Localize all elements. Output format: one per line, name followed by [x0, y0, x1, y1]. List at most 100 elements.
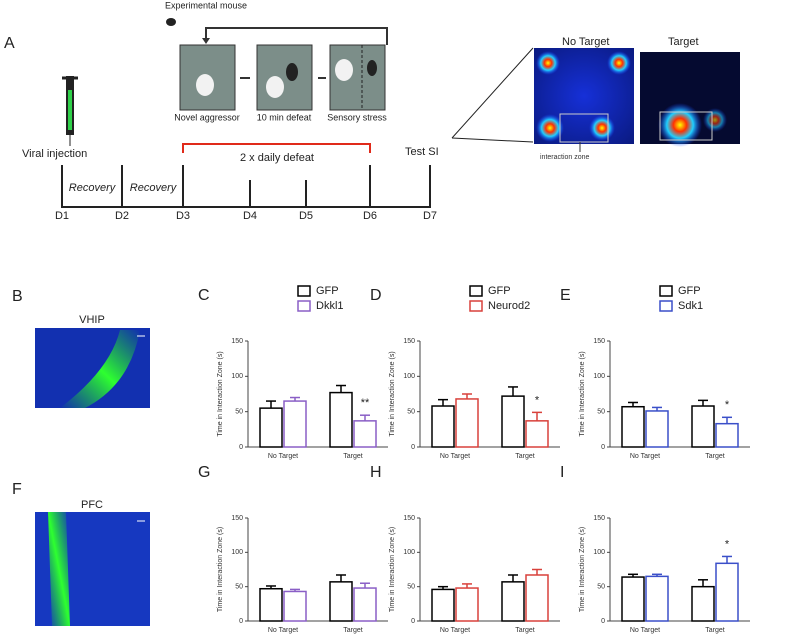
x-tick-label: Target [343, 453, 363, 460]
x-tick-label: No Target [268, 627, 298, 634]
bar [621, 576, 645, 622]
day-label: D4 [243, 210, 257, 222]
bar [455, 587, 479, 622]
y-tick-label: 150 [403, 515, 415, 522]
heat-spot [536, 114, 564, 142]
loop-arrow [205, 27, 388, 45]
mouse-icon [367, 60, 377, 76]
bar [353, 587, 377, 622]
phase-label: Recovery [130, 182, 178, 194]
day-label: D5 [299, 210, 313, 222]
legend-label: GFP [678, 285, 701, 297]
panel-label: D [370, 287, 382, 304]
bar [329, 391, 353, 448]
y-tick-label: 100 [593, 373, 605, 380]
significance: * [535, 394, 540, 406]
bar [353, 420, 377, 448]
arrow-head [202, 38, 210, 44]
bar [501, 581, 525, 622]
step-label: Viral injection [22, 148, 87, 160]
step-label: Test SI [405, 146, 439, 158]
cage [256, 44, 313, 111]
bar [431, 405, 455, 448]
legend-label: GFP [488, 285, 511, 297]
y-tick-label: 0 [239, 618, 243, 625]
significance: ** [361, 397, 370, 409]
mouse-icon [335, 59, 353, 81]
region-label: VHIP [79, 314, 105, 326]
panel-label: H [370, 464, 382, 481]
heatmap-label: No Target [562, 36, 610, 48]
heatmap-label: Target [668, 36, 699, 48]
x-tick-label: No Target [630, 453, 660, 460]
day-label: D2 [115, 210, 129, 222]
y-tick-label: 150 [593, 338, 605, 345]
caption: Experimental mouse [165, 0, 247, 10]
panel-label: E [560, 287, 571, 304]
mouse-icon [286, 63, 298, 81]
legend-swatch [469, 285, 483, 297]
y-axis-label: Time in Interaction Zone (s) [579, 351, 586, 436]
y-tick-label: 150 [231, 338, 243, 345]
legend-label: Neurod2 [488, 300, 530, 312]
x-tick-label: No Target [268, 453, 298, 460]
mouse-icon [196, 74, 214, 96]
bar [715, 562, 739, 622]
zone-box [659, 111, 713, 141]
legend-swatch [659, 300, 673, 312]
y-tick-label: 150 [231, 515, 243, 522]
day-label: D6 [363, 210, 377, 222]
fluorescence [60, 330, 140, 408]
heat-spot [607, 51, 631, 75]
heat-spot [536, 51, 560, 75]
y-tick-label: 100 [231, 373, 243, 380]
significance: * [725, 399, 730, 411]
x-tick-label: Target [515, 453, 535, 460]
bar [691, 405, 715, 448]
timeline [61, 165, 431, 208]
zoom-lines [451, 47, 534, 143]
bar [329, 581, 353, 622]
y-tick-label: 50 [407, 584, 415, 591]
x-tick-label: Target [705, 627, 725, 634]
y-tick-label: 100 [403, 373, 415, 380]
panel-label: A [4, 35, 15, 52]
y-tick-label: 150 [403, 338, 415, 345]
y-tick-label: 150 [593, 515, 605, 522]
region-label: PFC [81, 499, 103, 511]
y-tick-label: 0 [411, 444, 415, 451]
bar [691, 585, 715, 622]
panel-label: B [12, 288, 23, 305]
y-tick-label: 50 [597, 584, 605, 591]
legend-swatch [659, 285, 673, 297]
bar [283, 590, 307, 622]
legend-label: GFP [316, 285, 339, 297]
day-label: D1 [55, 210, 69, 222]
legend-swatch [297, 300, 311, 312]
mouse-icon [166, 18, 176, 26]
y-axis-label: Time in Interaction Zone (s) [217, 527, 224, 612]
day-label: D3 [176, 210, 190, 222]
bar [621, 405, 645, 448]
day-label: D7 [423, 210, 437, 222]
y-tick-label: 0 [601, 444, 605, 451]
legend-swatch [297, 285, 311, 297]
x-tick-label: Target [705, 453, 725, 460]
legend-swatch [469, 300, 483, 312]
legend-label: Dkkl1 [316, 300, 344, 312]
bar [715, 422, 739, 448]
y-tick-label: 0 [601, 618, 605, 625]
y-axis-label: Time in Interaction Zone (s) [217, 351, 224, 436]
zone-label: interaction zone [540, 154, 590, 161]
heat-spot [703, 108, 727, 132]
x-tick-label: No Target [440, 627, 470, 634]
bar [431, 588, 455, 622]
bar [259, 407, 283, 448]
bar [645, 575, 669, 622]
zone-box [559, 113, 609, 143]
bar [645, 410, 669, 448]
x-tick-label: Target [515, 627, 535, 634]
significance: * [725, 538, 730, 550]
phase-label: Recovery [69, 182, 117, 194]
